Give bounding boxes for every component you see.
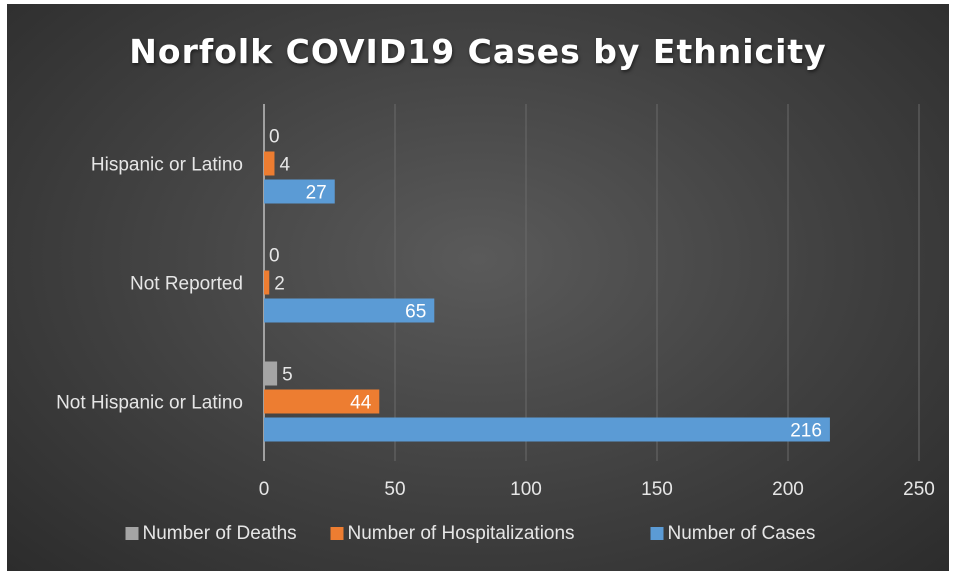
data-label: 5: [282, 365, 293, 386]
data-label: 0: [269, 127, 280, 148]
category-label: Not Hispanic or Latino: [56, 393, 243, 414]
bar: [264, 417, 830, 442]
bar: [264, 389, 380, 414]
x-tick-label: 100: [510, 479, 542, 500]
bar: [264, 270, 270, 295]
legend-label: Number of Cases: [668, 523, 816, 544]
data-label: 65: [405, 302, 426, 323]
x-tick-label: 200: [772, 479, 804, 500]
data-label: 44: [350, 393, 372, 414]
legend-label: Number of Hospitalizations: [348, 523, 575, 544]
chart-area: Norfolk COVID19 Cases by Ethnicity 0 50 10…: [7, 4, 949, 571]
legend-swatch: [330, 527, 344, 540]
legend-swatch: [125, 527, 139, 540]
data-label: 216: [790, 421, 822, 442]
data-label: 0: [269, 246, 280, 267]
data-label: 2: [274, 274, 285, 295]
x-tick-label: 250: [903, 479, 935, 500]
bar: [264, 298, 435, 323]
data-label: 27: [306, 183, 327, 204]
category-label: Not Reported: [130, 274, 243, 295]
chart-title: Norfolk COVID19 Cases by Ethnicity: [129, 32, 827, 71]
bar: [264, 179, 335, 204]
bar: [264, 151, 275, 176]
x-tick-label: 0: [259, 479, 270, 500]
data-label: 4: [279, 155, 290, 176]
x-tick-label: 150: [641, 479, 673, 500]
x-tick-label: 50: [384, 479, 405, 500]
legend-label: Number of Deaths: [143, 523, 297, 544]
legend-swatch: [650, 527, 664, 540]
category-label: Hispanic or Latino: [91, 155, 243, 176]
bar: [264, 361, 278, 386]
